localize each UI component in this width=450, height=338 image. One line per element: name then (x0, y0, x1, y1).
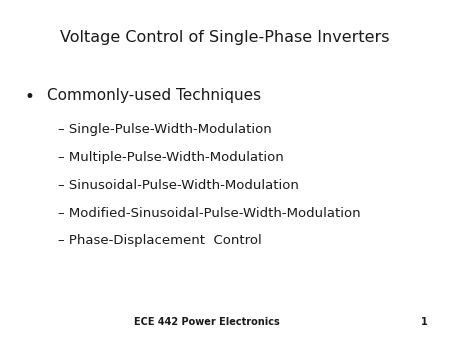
Text: 1: 1 (421, 317, 427, 327)
Text: Voltage Control of Single-Phase Inverters: Voltage Control of Single-Phase Inverter… (60, 30, 390, 45)
Text: – Phase-Displacement  Control: – Phase-Displacement Control (58, 234, 262, 247)
Text: – Single-Pulse-Width-Modulation: – Single-Pulse-Width-Modulation (58, 123, 272, 136)
Text: Commonly-used Techniques: Commonly-used Techniques (47, 88, 261, 103)
Text: •: • (25, 88, 35, 106)
Text: – Multiple-Pulse-Width-Modulation: – Multiple-Pulse-Width-Modulation (58, 151, 284, 164)
Text: – Sinusoidal-Pulse-Width-Modulation: – Sinusoidal-Pulse-Width-Modulation (58, 179, 299, 192)
Text: ECE 442 Power Electronics: ECE 442 Power Electronics (134, 317, 280, 327)
Text: – Modified-Sinusoidal-Pulse-Width-Modulation: – Modified-Sinusoidal-Pulse-Width-Modula… (58, 207, 361, 219)
